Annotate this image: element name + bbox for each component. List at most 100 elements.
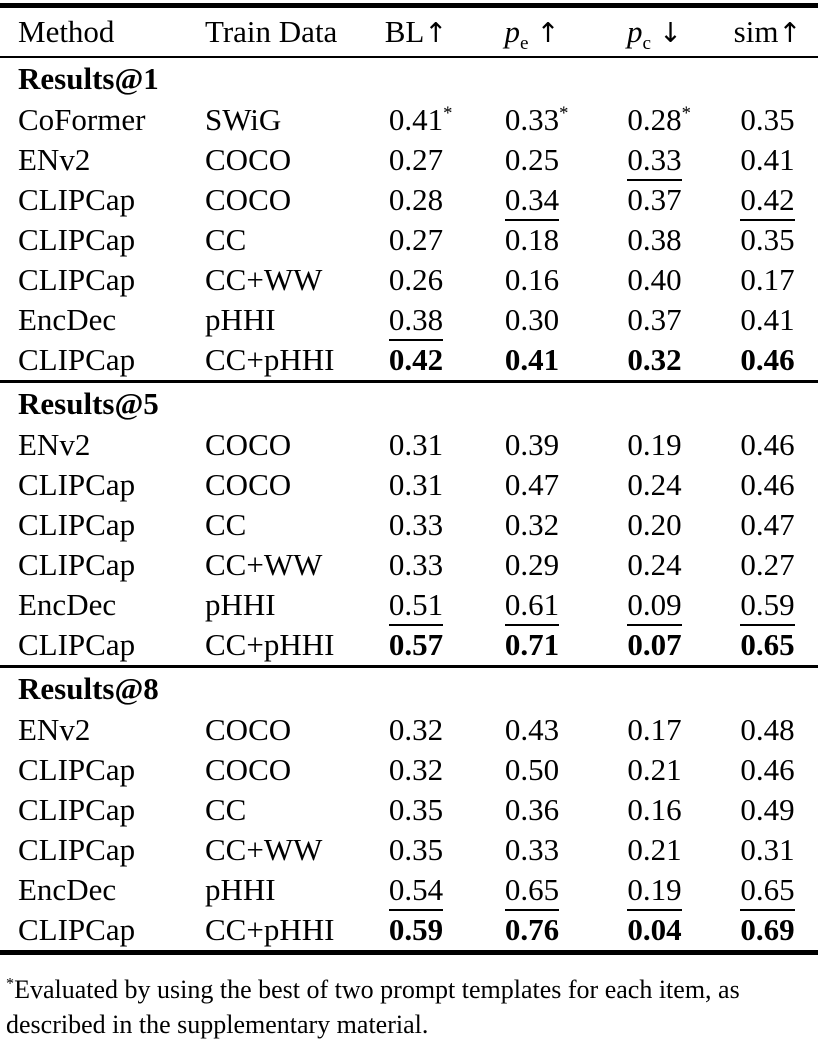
value-cell: 0.18 xyxy=(504,222,560,257)
table-footnote: *Evaluated by using the best of two prom… xyxy=(0,955,818,1042)
table-row: ENv2 COCO 0.32 0.43 0.17 0.48 xyxy=(0,710,818,750)
method-cell: CLIPCap xyxy=(18,262,136,297)
value-cell: 0.47 xyxy=(740,507,795,542)
value-cell: 0.19 xyxy=(627,427,682,462)
value-cell: 0.57 xyxy=(388,627,444,662)
up-arrow-icon: ↑ xyxy=(424,18,448,49)
value-cell: 0.38 xyxy=(627,222,682,257)
value-cell: 0.21 xyxy=(627,832,682,867)
table-row: CoFormer SWiG 0.41* 0.33* 0.28* 0.35 xyxy=(0,100,818,140)
train-data-cell: COCO xyxy=(205,142,292,177)
table-row: CLIPCap COCO 0.31 0.47 0.24 0.46 xyxy=(0,465,818,505)
pc-symbol: p xyxy=(627,14,643,49)
value-cell: 0.36 xyxy=(504,792,560,827)
table-row: CLIPCap CC+pHHI 0.42 0.41 0.32 0.46 xyxy=(0,340,818,382)
section-header-row: Results@1 xyxy=(0,57,818,100)
col-header-train-data: Train Data xyxy=(188,8,360,58)
value-cell: 0.37 xyxy=(627,302,682,337)
value-cell: 0.26 xyxy=(388,262,444,297)
train-data-cell: CC xyxy=(205,792,247,827)
method-cell: CLIPCap xyxy=(18,627,136,662)
table-row: ENv2 COCO 0.31 0.39 0.19 0.46 xyxy=(0,425,818,465)
section-header-row: Results@8 xyxy=(0,665,818,710)
section-title: Results@5 xyxy=(0,380,818,425)
value-cell: 0.65 xyxy=(472,870,592,911)
value-cell: 0.24 xyxy=(627,467,682,502)
value-cell: 0.25 xyxy=(504,142,560,177)
value-cell: 0.07 xyxy=(627,627,682,662)
value-cell: 0.54 xyxy=(360,870,472,911)
section-header-row: Results@5 xyxy=(0,380,818,425)
method-cell: CoFormer xyxy=(18,102,146,137)
method-cell: CLIPCap xyxy=(18,222,136,257)
value-cell: 0.16 xyxy=(627,792,682,827)
table-row: CLIPCap CC 0.35 0.36 0.16 0.49 xyxy=(0,790,818,830)
value-cell: 0.42 xyxy=(388,342,444,377)
table-row: CLIPCap CC+pHHI 0.57 0.71 0.07 0.65 xyxy=(0,625,818,667)
value-cell: 0.41 xyxy=(504,342,560,377)
value-cell: 0.33* xyxy=(504,102,569,137)
train-data-cell: pHHI xyxy=(205,587,276,622)
method-cell: EncDec xyxy=(18,872,117,907)
footnote-star-marker: * xyxy=(6,975,15,993)
col-header-pc: pc ↓ xyxy=(592,8,717,58)
train-data-cell: pHHI xyxy=(205,302,276,337)
value-cell: 0.35 xyxy=(388,832,444,867)
value-cell: 0.28* xyxy=(627,102,691,137)
results-table: Method Train Data BL↑ pe ↑ pc ↓ sim↑ Resul… xyxy=(0,8,818,955)
value-cell: 0.30 xyxy=(504,302,560,337)
value-cell: 0.28 xyxy=(388,182,444,217)
train-data-cell: COCO xyxy=(205,182,292,217)
value-cell: 0.46 xyxy=(740,467,795,502)
value-cell: 0.32 xyxy=(504,507,560,542)
train-data-cell: CC+WW xyxy=(205,832,323,867)
value-cell: 0.17 xyxy=(740,262,795,297)
value-cell: 0.31 xyxy=(388,427,444,462)
method-cell: CLIPCap xyxy=(18,182,136,217)
table-row: EncDec pHHI 0.51 0.61 0.09 0.59 xyxy=(0,585,818,626)
down-arrow-icon: ↓ xyxy=(659,18,682,49)
value-cell: 0.04 xyxy=(627,912,682,947)
train-data-cell: SWiG xyxy=(205,102,282,137)
method-cell: ENv2 xyxy=(18,142,91,177)
pe-symbol: p xyxy=(504,14,521,49)
section-title: Results@1 xyxy=(18,61,159,96)
table-top-rule xyxy=(0,3,818,8)
value-cell: 0.39 xyxy=(504,427,560,462)
train-data-cell: CC+pHHI xyxy=(205,627,335,662)
method-cell: CLIPCap xyxy=(18,912,136,947)
method-cell: CLIPCap xyxy=(18,832,136,867)
value-cell: 0.32 xyxy=(388,752,444,787)
train-data-cell: CC xyxy=(205,222,247,257)
value-cell: 0.24 xyxy=(627,547,682,582)
value-cell: 0.35 xyxy=(740,102,795,137)
table-body: Results@1 CoFormer SWiG 0.41* 0.33* 0.28* 0.35… xyxy=(0,57,818,953)
value-cell: 0.32 xyxy=(388,712,444,747)
train-data-cell: COCO xyxy=(205,712,292,747)
up-arrow-icon: ↑ xyxy=(778,18,802,49)
value-cell: 0.49 xyxy=(740,792,795,827)
footnote-line-2: described in the supplementary material. xyxy=(6,1010,429,1039)
value-cell: 0.76 xyxy=(504,912,560,947)
col-header-method: Method xyxy=(0,8,188,58)
value-cell: 0.34 xyxy=(472,180,592,221)
value-cell: 0.27 xyxy=(388,222,444,257)
value-cell: 0.42 xyxy=(717,180,818,221)
table-header-row: Method Train Data BL↑ pe ↑ pc ↓ sim↑ xyxy=(0,8,818,58)
train-data-cell: COCO xyxy=(205,427,292,462)
sim-label: sim xyxy=(733,14,779,49)
table-row: CLIPCap CC+WW 0.33 0.29 0.24 0.27 xyxy=(0,545,818,585)
value-cell: 0.41 xyxy=(740,302,795,337)
value-cell: 0.32 xyxy=(627,342,682,377)
method-cell: ENv2 xyxy=(18,712,91,747)
train-data-cell: pHHI xyxy=(205,872,276,907)
train-data-cell: CC+pHHI xyxy=(205,342,335,377)
value-cell: 0.37 xyxy=(627,182,682,217)
value-cell: 0.16 xyxy=(504,262,560,297)
col-header-pe: pe ↑ xyxy=(472,8,592,58)
value-cell: 0.46 xyxy=(740,342,795,377)
value-cell: 0.17 xyxy=(627,712,682,747)
value-cell: 0.61 xyxy=(472,585,592,626)
value-cell: 0.33 xyxy=(388,547,444,582)
